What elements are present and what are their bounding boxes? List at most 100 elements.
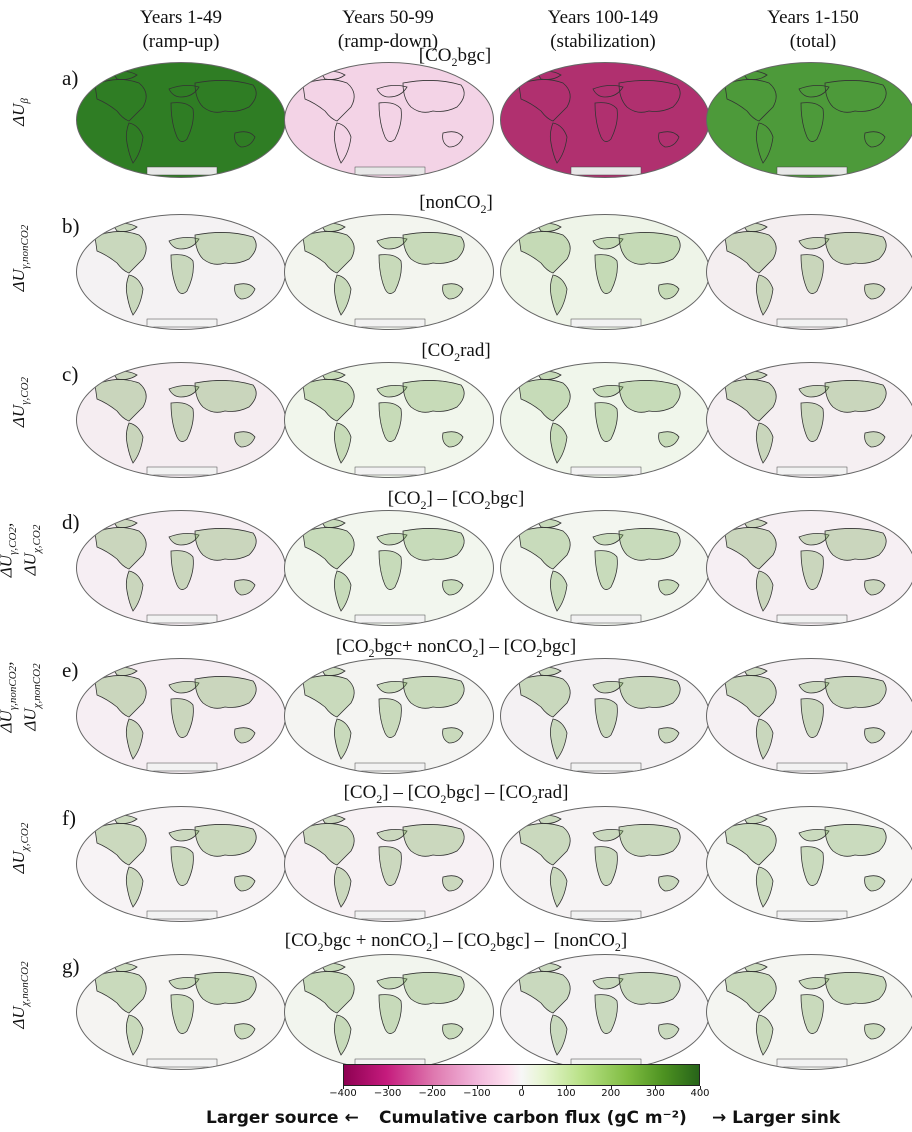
panel-letter-d: d) (62, 510, 80, 534)
colorbar-tick-label: −200 (418, 1088, 446, 1099)
continent-outlines (518, 71, 681, 176)
continent-outlines (724, 815, 887, 920)
map-f-col1 (76, 806, 286, 922)
column-header-1-years: Years 1-49 (140, 7, 222, 28)
colorbar-right-label: → Larger sink (712, 1108, 841, 1128)
colorbar-tick-label: 100 (556, 1088, 576, 1099)
map-d-col1 (76, 510, 286, 626)
continent-outlines (724, 963, 887, 1068)
map-b-col2 (284, 214, 494, 330)
continent-outlines (518, 963, 681, 1068)
column-header-4: Years 1-150 (total) (718, 6, 908, 54)
continent-outlines (518, 667, 681, 772)
continent-outlines (94, 519, 257, 624)
continent-outlines (724, 223, 887, 328)
map-a-col1 (76, 62, 286, 178)
map-g-col4 (706, 954, 912, 1070)
column-header-3-years: Years 100-149 (547, 7, 659, 28)
row-a-title: [CO2bgc] (418, 45, 492, 69)
colorbar-tick-mark (476, 1086, 478, 1089)
continent-outlines (724, 371, 887, 476)
map-e-col2 (284, 658, 494, 774)
column-header-1-phase: (ramp-up) (142, 31, 220, 52)
colorbar-tick-label: 0 (518, 1088, 525, 1099)
continent-outlines (518, 371, 681, 476)
map-a-col2 (284, 62, 494, 178)
continent-outlines (302, 71, 465, 176)
map-d-col2 (284, 510, 494, 626)
map-f-col2 (284, 806, 494, 922)
column-header-1: Years 1-49 (ramp-up) (86, 6, 276, 54)
row-c-ylabel: ΔUγ,CO2 (8, 376, 32, 428)
row-e-title: [CO2bgc+ nonCO2] – [CO2bgc] (335, 636, 577, 660)
row-f-title: [CO2] – [CO2bgc] – [CO2rad] (343, 782, 569, 806)
map-c-col3 (500, 362, 710, 478)
row-d-ylabel: ΔUγ,CO2,ΔUχ,CO2 (0, 523, 44, 578)
continent-outlines (302, 667, 465, 772)
column-header-4-phase: (total) (789, 31, 837, 52)
column-header-2-years: Years 50-99 (342, 7, 434, 28)
colorbar-tick-mark (655, 1086, 657, 1089)
colorbar-tick-mark (387, 1086, 389, 1089)
map-a-col3 (500, 62, 710, 178)
row-b-ylabel: ΔUγ,nonCO2 (8, 224, 32, 292)
continent-outlines (94, 223, 257, 328)
panel-letter-e: e) (62, 658, 79, 682)
colorbar-tick-label: −100 (463, 1088, 491, 1099)
row-e-ylabel: ΔUγ,nonCO2,ΔUχ,nonCO2 (0, 662, 44, 733)
continent-outlines (518, 223, 681, 328)
colorbar-center-label: Cumulative carbon flux (gC m⁻²) (379, 1108, 687, 1128)
map-e-col4 (706, 658, 912, 774)
continent-outlines (518, 519, 681, 624)
column-header-3: Years 100-149 (stabilization) (508, 6, 698, 54)
map-c-col4 (706, 362, 912, 478)
panel-letter-f: f) (62, 806, 76, 830)
colorbar-tick-mark (432, 1086, 434, 1089)
panel-letter-a: a) (62, 66, 79, 90)
colorbar-tick-label: 300 (645, 1088, 665, 1099)
panel-letter-g: g) (62, 954, 80, 978)
map-b-col4 (706, 214, 912, 330)
colorbar-tick-mark (521, 1086, 523, 1089)
colorbar-tick-label: 200 (601, 1088, 621, 1099)
colorbar-tick-mark (700, 1086, 701, 1089)
continent-outlines (94, 667, 257, 772)
row-g-title: [CO2bgc + nonCO2] – [CO2bgc] – [nonCO2] (284, 930, 628, 954)
row-d-title: [CO2] – [CO2bgc] (387, 488, 525, 512)
map-g-col2 (284, 954, 494, 1070)
map-e-col3 (500, 658, 710, 774)
map-f-col4 (706, 806, 912, 922)
map-g-col1 (76, 954, 286, 1070)
continent-outlines (302, 963, 465, 1068)
map-d-col4 (706, 510, 912, 626)
colorbar-tick-label: −300 (373, 1088, 402, 1099)
continent-outlines (94, 371, 257, 476)
colorbar-tick-mark (610, 1086, 612, 1089)
panel-letter-c: c) (62, 362, 79, 386)
panel-letter-b: b) (62, 214, 80, 238)
map-b-col1 (76, 214, 286, 330)
row-b-title: [nonCO2] (419, 192, 493, 216)
map-c-col2 (284, 362, 494, 478)
continent-outlines (302, 371, 465, 476)
colorbar-tick-mark (343, 1086, 344, 1089)
row-a-ylabel: ΔUβ (8, 98, 32, 126)
row-f-ylabel: ΔUχ,CO2 (8, 822, 32, 874)
map-d-col3 (500, 510, 710, 626)
continent-outlines (94, 815, 257, 920)
continent-outlines (724, 667, 887, 772)
colorbar-left-label: Larger source ← (206, 1108, 359, 1128)
colorbar (343, 1064, 700, 1086)
map-a-col4 (706, 62, 912, 178)
continent-outlines (94, 963, 257, 1068)
map-b-col3 (500, 214, 710, 330)
continent-outlines (94, 71, 257, 176)
colorbar-tick-label: 400 (690, 1088, 710, 1099)
map-f-col3 (500, 806, 710, 922)
colorbar-tick-label: −400 (329, 1088, 357, 1099)
map-e-col1 (76, 658, 286, 774)
map-c-col1 (76, 362, 286, 478)
column-header-4-years: Years 1-150 (767, 7, 859, 28)
continent-outlines (302, 223, 465, 328)
continent-outlines (302, 815, 465, 920)
